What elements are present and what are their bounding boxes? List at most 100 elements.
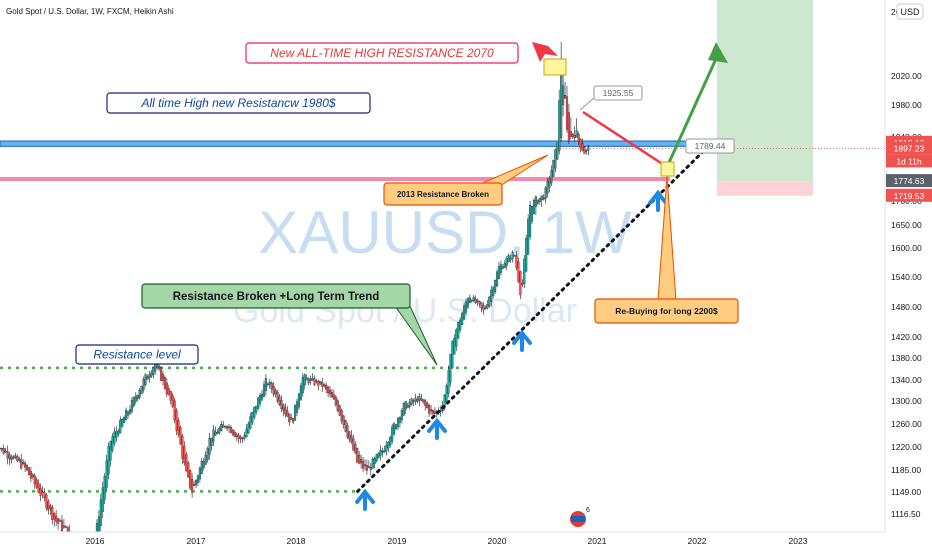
candle-body bbox=[476, 300, 479, 302]
candle-body bbox=[152, 367, 155, 375]
candle-body bbox=[253, 406, 256, 418]
candle-body bbox=[560, 69, 563, 138]
candle-body bbox=[134, 396, 137, 402]
candle-body bbox=[113, 431, 116, 444]
price-label-1789[interactable]: 1789.44 bbox=[685, 138, 735, 154]
resistance-2013-label-box bbox=[383, 182, 503, 206]
price-tick-label: 1420.00 bbox=[891, 332, 922, 342]
candle-body bbox=[305, 377, 308, 381]
candle-body bbox=[325, 385, 328, 390]
candle-body bbox=[55, 515, 58, 522]
candle-body bbox=[315, 380, 318, 382]
entry-highlight-box[interactable] bbox=[660, 161, 675, 177]
candle-body bbox=[546, 180, 549, 194]
candle-body bbox=[385, 445, 388, 452]
long-stop-zone[interactable] bbox=[717, 181, 813, 196]
time-tick-label: 2017 bbox=[187, 536, 206, 546]
price-label-1925[interactable]: 1925.55 bbox=[593, 85, 643, 101]
candle-body bbox=[191, 478, 194, 493]
news-marker-count: 6 bbox=[586, 507, 590, 514]
resistance-broken-trend-label[interactable]: Resistance Broken +Long Term Trend bbox=[141, 283, 438, 366]
candle-body bbox=[581, 143, 584, 151]
candle-body bbox=[534, 196, 537, 207]
ath-highlight-box[interactable] bbox=[543, 58, 567, 76]
candle-body bbox=[565, 96, 569, 130]
candle-body bbox=[193, 484, 196, 486]
candle-body bbox=[412, 400, 415, 402]
candle-body bbox=[27, 467, 31, 476]
candle-body bbox=[505, 258, 508, 266]
candle-body bbox=[62, 525, 65, 528]
candle-body bbox=[259, 394, 262, 404]
pullback-projection-line[interactable] bbox=[582, 110, 668, 169]
axis-price-tag-text: 1897.23 bbox=[894, 143, 925, 153]
candle-body bbox=[400, 410, 403, 421]
candle-body bbox=[241, 437, 244, 440]
pink-support-zone[interactable] bbox=[0, 177, 670, 181]
target-arrowhead bbox=[708, 42, 728, 63]
candle-body bbox=[99, 499, 102, 526]
candle-body bbox=[101, 487, 104, 512]
candle-body bbox=[185, 454, 188, 472]
candle-body bbox=[24, 462, 27, 468]
candle-body bbox=[105, 460, 108, 488]
candle-body bbox=[278, 396, 281, 405]
ath-resistance-label[interactable]: New ALL-TIME HIGH RESISTANCE 2070 bbox=[245, 42, 519, 64]
candle-body bbox=[4, 450, 7, 453]
candle-body bbox=[280, 400, 283, 410]
ath-flag-icon bbox=[532, 42, 558, 62]
target-projection-line[interactable] bbox=[665, 49, 722, 168]
candle-body bbox=[346, 425, 349, 438]
candle-body bbox=[233, 431, 236, 437]
candle-body bbox=[377, 452, 380, 458]
candle-body bbox=[245, 428, 248, 438]
candle-body bbox=[247, 423, 250, 434]
candle-body bbox=[179, 427, 182, 445]
candle-body bbox=[20, 459, 23, 469]
candle-body bbox=[150, 372, 153, 377]
candle-body bbox=[525, 238, 528, 272]
candle-body bbox=[587, 147, 590, 151]
candle-body bbox=[222, 424, 225, 428]
ath-new-resistance-label[interactable]: All time High new Resistancw 1980$ bbox=[106, 92, 371, 114]
candle-body bbox=[414, 397, 417, 402]
candle-body bbox=[268, 382, 271, 385]
candle-body bbox=[43, 491, 46, 499]
candle-body bbox=[354, 444, 357, 453]
candle-body bbox=[117, 430, 120, 435]
long-target-zone[interactable] bbox=[717, 0, 813, 182]
candle-body bbox=[226, 426, 229, 429]
candle-body bbox=[323, 384, 326, 387]
currency-button[interactable]: USD bbox=[896, 3, 924, 20]
resistance-2013-label[interactable]: 2013 Resistance Broken bbox=[383, 154, 549, 206]
candle-body bbox=[14, 455, 17, 458]
candle-body bbox=[330, 391, 334, 398]
candle-body bbox=[503, 263, 506, 268]
rebuy-label[interactable]: Re-Buying for long 2200$ bbox=[594, 175, 739, 324]
candle-body bbox=[509, 258, 512, 260]
candle-body bbox=[187, 462, 190, 477]
candle-body bbox=[459, 319, 462, 331]
candle-body bbox=[208, 438, 211, 455]
candle-body bbox=[158, 365, 161, 370]
candle-body bbox=[159, 367, 163, 381]
rebuy-label-box bbox=[594, 298, 739, 324]
candle-body bbox=[451, 340, 454, 369]
resistance-level-label[interactable]: Resistance level bbox=[75, 344, 199, 365]
candle-body bbox=[445, 385, 448, 402]
price-axis: 2060.002020.001980.001940.001700.001650.… bbox=[884, 0, 932, 550]
candle-body bbox=[466, 298, 469, 308]
candle-body bbox=[286, 410, 289, 417]
candle-body bbox=[183, 446, 186, 464]
candle-body bbox=[309, 378, 312, 382]
axis-price-tag bbox=[886, 188, 932, 202]
time-tick-label: 2023 bbox=[789, 536, 808, 546]
candle-body bbox=[198, 467, 201, 480]
blue-resistance-zone[interactable] bbox=[0, 140, 713, 147]
candle-body bbox=[457, 321, 460, 338]
candle-body bbox=[282, 404, 285, 411]
candle-body bbox=[350, 435, 353, 442]
candle-body bbox=[536, 200, 539, 204]
